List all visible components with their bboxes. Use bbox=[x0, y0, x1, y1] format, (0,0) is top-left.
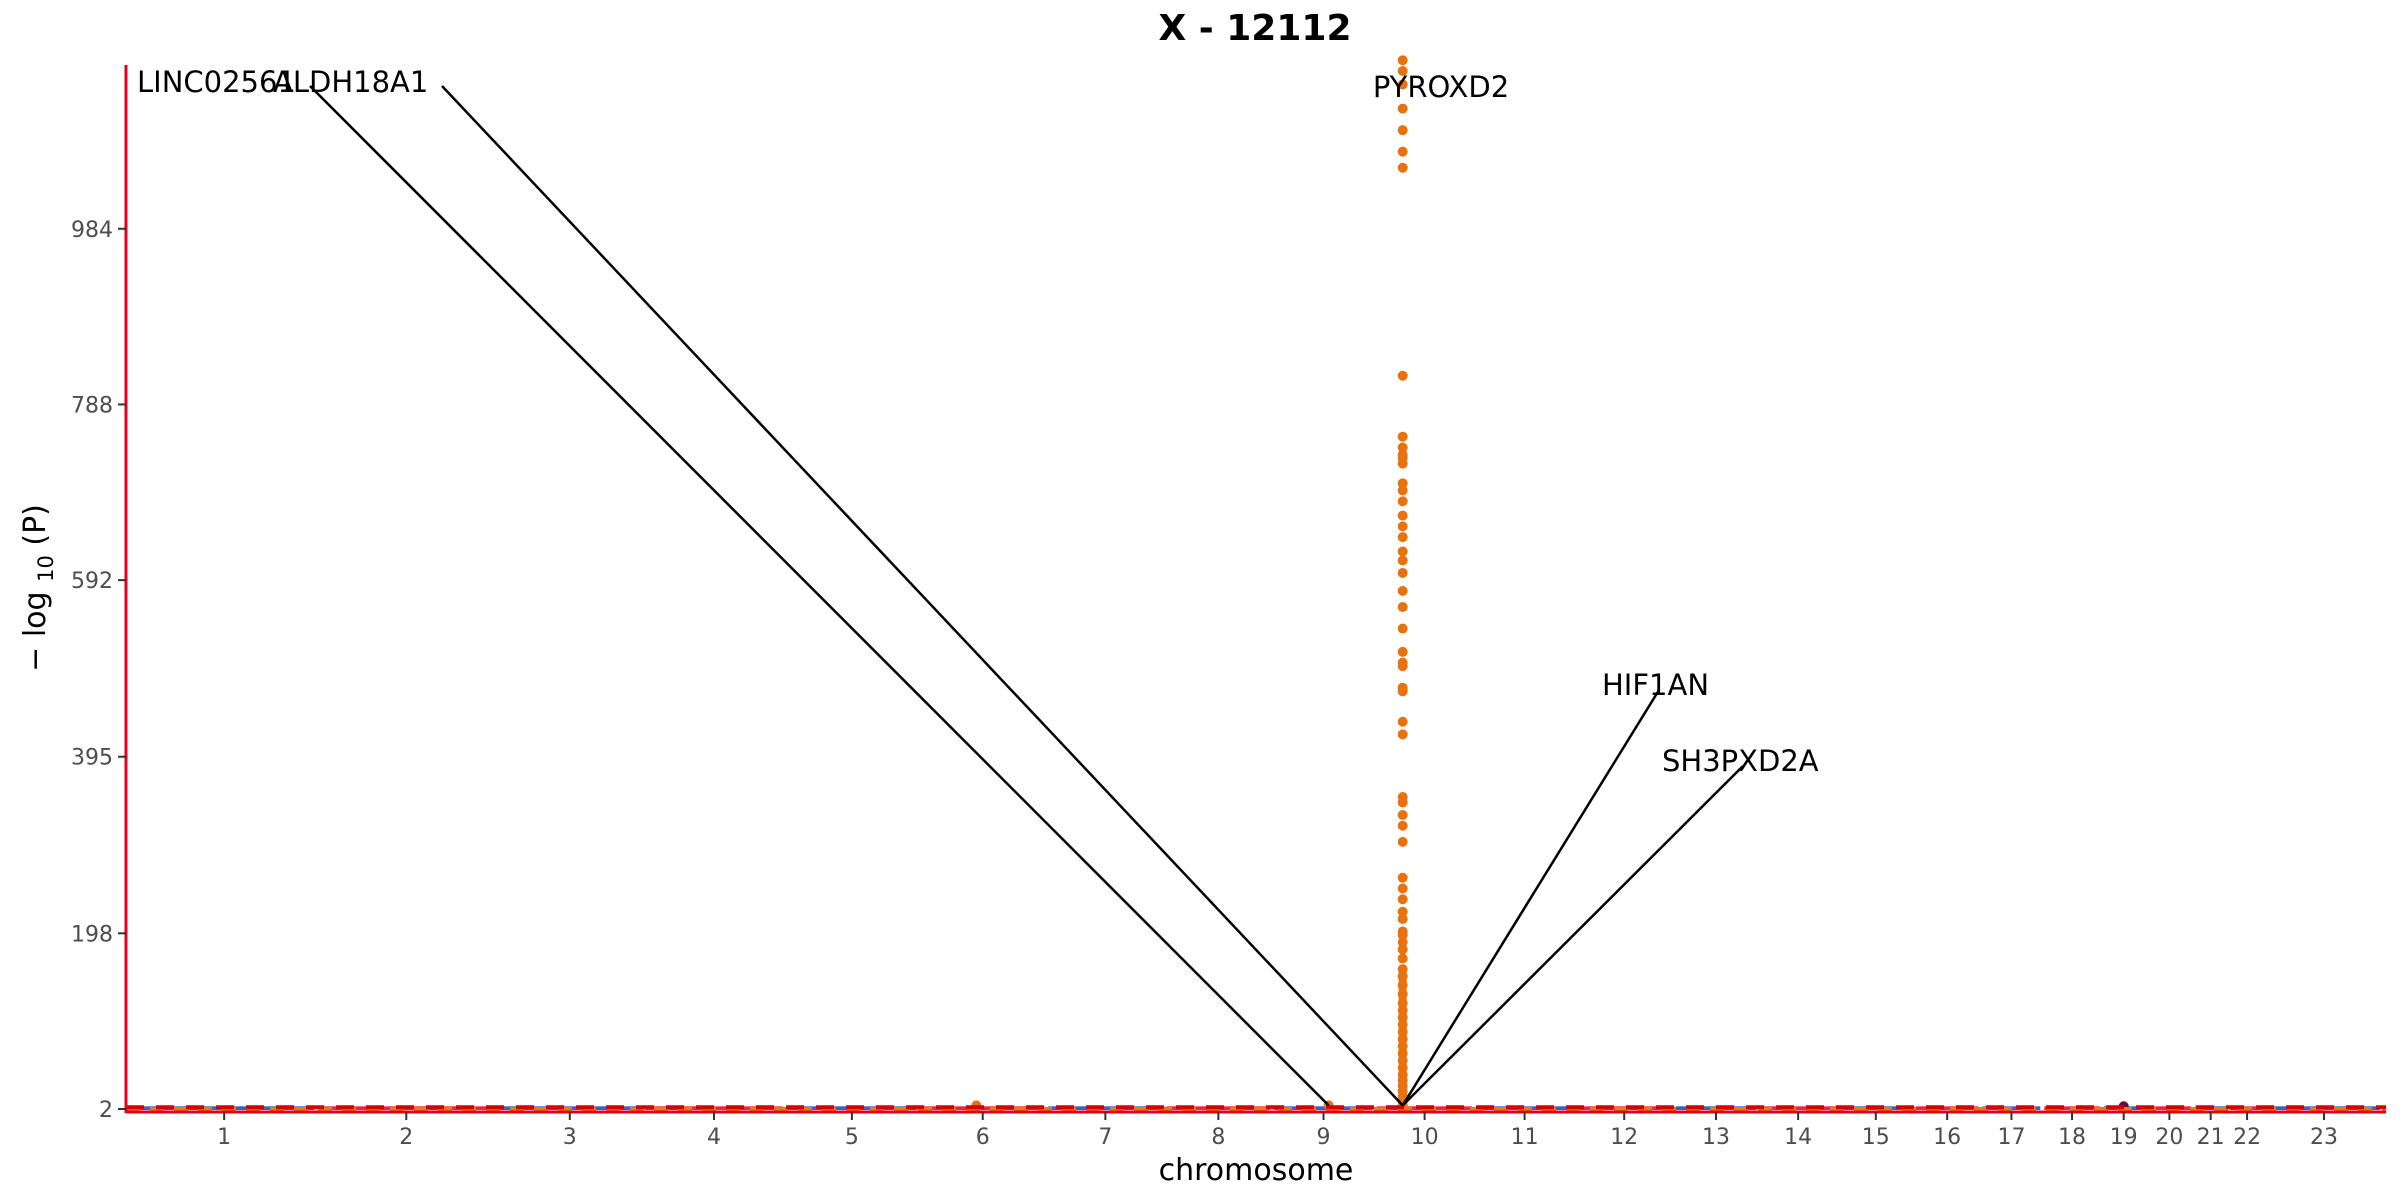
chromosome-band-16 bbox=[1915, 1106, 1979, 1110]
y-tick-label: 984 bbox=[71, 218, 113, 243]
peak-point bbox=[1397, 585, 1408, 596]
peak-point bbox=[1397, 729, 1408, 740]
chromosome-band-7 bbox=[1048, 1106, 1163, 1110]
peak-point bbox=[1397, 370, 1408, 381]
y-tick-label: 788 bbox=[71, 393, 113, 418]
chromosome-band-14 bbox=[1760, 1106, 1836, 1110]
peak-point bbox=[1397, 883, 1408, 894]
y-tick-label: 2 bbox=[99, 1098, 113, 1123]
peak-point bbox=[1397, 485, 1408, 496]
connector-line bbox=[309, 85, 1330, 1107]
x-tick-label: 11 bbox=[1511, 1125, 1539, 1150]
x-tick-label: 2 bbox=[399, 1125, 413, 1150]
x-tick-label: 9 bbox=[1317, 1125, 1331, 1150]
chromosome-band-9 bbox=[1274, 1106, 1373, 1110]
peak-point bbox=[1397, 602, 1408, 613]
peak-point bbox=[1397, 716, 1408, 727]
x-tick-label: 10 bbox=[1411, 1125, 1439, 1150]
x-tick-label: 6 bbox=[976, 1125, 990, 1150]
peak-point bbox=[1397, 521, 1408, 532]
peak-point bbox=[1397, 555, 1408, 566]
x-tick-label: 21 bbox=[2197, 1125, 2225, 1150]
y-tick-label: 592 bbox=[71, 569, 113, 594]
gene-label: SH3PXD2A bbox=[1662, 744, 1819, 778]
x-axis-title: chromosome bbox=[1159, 1153, 1354, 1188]
peak-point bbox=[1397, 797, 1408, 808]
peak-point bbox=[1397, 567, 1408, 578]
threshold-lines bbox=[126, 1105, 2386, 1111]
y-tick-label: 198 bbox=[71, 922, 113, 947]
peak-point bbox=[1397, 458, 1408, 469]
x-tick-label: 14 bbox=[1784, 1125, 1812, 1150]
peak-point bbox=[1397, 686, 1408, 697]
peak-point bbox=[1397, 103, 1408, 114]
x-tick-label: 22 bbox=[2233, 1125, 2261, 1150]
peak-point bbox=[1397, 431, 1408, 442]
peak-point bbox=[1397, 646, 1408, 657]
y-axis-title: − log 10 (P) bbox=[18, 504, 61, 672]
peak-point bbox=[1397, 906, 1408, 917]
peak-point bbox=[1397, 510, 1408, 521]
x-tick-label: 19 bbox=[2110, 1125, 2138, 1150]
y-axis-title-suffix: (P) bbox=[18, 504, 53, 546]
x-tick-label: 1 bbox=[217, 1125, 231, 1150]
gene-label: PYROXD2 bbox=[1373, 70, 1509, 104]
peak-point bbox=[1397, 661, 1408, 672]
y-axis-title-subscript: 10 bbox=[34, 555, 58, 582]
x-tick-label: 12 bbox=[1610, 1125, 1638, 1150]
x-axis-ticks: 1 2 3 4 5 6 7 8 9 10 11 12 13 14 15 16 17 18 19 20 21 22 23 bbox=[217, 1112, 2338, 1150]
peak-points bbox=[1397, 55, 1408, 1111]
y-axis-ticks: 2 198 395 592 788 984 bbox=[71, 218, 126, 1123]
x-tick-label: 20 bbox=[2155, 1125, 2183, 1150]
peak-point-column bbox=[1398, 967, 1407, 1109]
gene-label: HIF1AN bbox=[1602, 668, 1709, 702]
peak-point bbox=[1397, 937, 1408, 948]
annotation-connectors bbox=[309, 85, 1744, 1107]
peak-point bbox=[1397, 953, 1408, 964]
peak-point bbox=[1397, 55, 1408, 66]
connector-line bbox=[441, 85, 1404, 1107]
gene-label: LINC02561 bbox=[137, 65, 296, 99]
x-tick-label: 15 bbox=[1862, 1125, 1890, 1150]
connector-line bbox=[1401, 765, 1744, 1107]
x-tick-label: 17 bbox=[1997, 1125, 2025, 1150]
peak-point bbox=[1397, 930, 1408, 941]
x-tick-label: 16 bbox=[1933, 1125, 1961, 1150]
peak-point bbox=[1397, 872, 1408, 883]
peak-point bbox=[1397, 894, 1408, 905]
peak-point bbox=[1397, 532, 1408, 543]
x-tick-label: 8 bbox=[1211, 1125, 1225, 1150]
connector-line bbox=[1401, 689, 1661, 1107]
peak-point bbox=[1397, 496, 1408, 507]
peak-point bbox=[1397, 809, 1408, 820]
peak-point bbox=[1397, 125, 1408, 136]
peak-point bbox=[1397, 162, 1408, 173]
chart-title: X - 12112 bbox=[1158, 8, 1351, 49]
peak-point bbox=[1397, 836, 1408, 847]
peak-point bbox=[1397, 79, 1408, 90]
peak-point bbox=[1397, 944, 1408, 955]
y-axis-title-prefix: − log bbox=[18, 591, 53, 671]
y-tick-label: 395 bbox=[71, 746, 113, 771]
x-tick-label: 18 bbox=[2058, 1125, 2086, 1150]
peak-point bbox=[1397, 66, 1408, 76]
x-tick-label: 23 bbox=[2310, 1125, 2338, 1150]
x-tick-label: 5 bbox=[845, 1125, 859, 1150]
x-tick-label: 13 bbox=[1702, 1125, 1730, 1150]
peak-point bbox=[1397, 623, 1408, 634]
x-tick-label: 3 bbox=[563, 1125, 577, 1150]
peak-point bbox=[1397, 442, 1408, 453]
peak-point bbox=[1397, 546, 1408, 557]
gene-label: ALDH18A1 bbox=[273, 65, 428, 99]
x-tick-label: 4 bbox=[707, 1125, 721, 1150]
peak-point bbox=[1397, 478, 1408, 489]
peak-point bbox=[1397, 913, 1408, 924]
x-tick-label: 7 bbox=[1098, 1125, 1112, 1150]
peak-point bbox=[1397, 820, 1408, 831]
peak-point bbox=[1397, 146, 1408, 157]
